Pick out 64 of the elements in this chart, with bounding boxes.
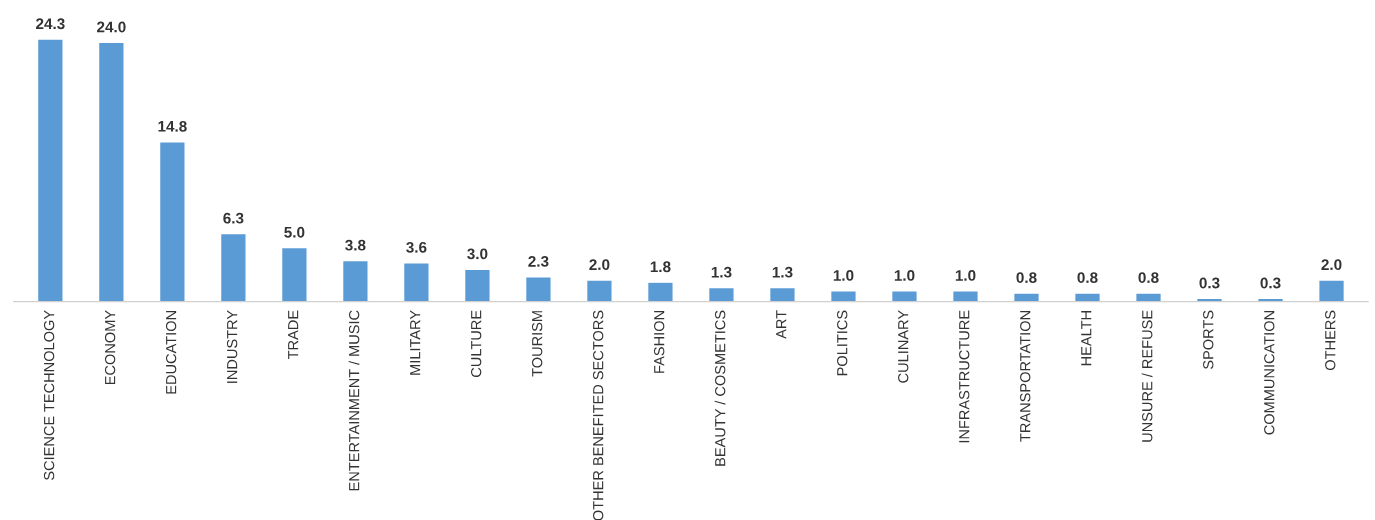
bar xyxy=(219,232,247,302)
x-tick-label: CULINARY xyxy=(898,310,909,383)
x-tick-label: TRANSPORTATION xyxy=(1020,311,1031,442)
x-tick-label: SPORTS xyxy=(1203,310,1214,369)
data-label: 1.3 xyxy=(711,266,732,278)
data-label: 0.8 xyxy=(1016,272,1037,283)
data-label: 14.8 xyxy=(158,120,187,132)
x-tick-label: INDUSTRY xyxy=(226,310,238,383)
x-tick-label: POLITICS xyxy=(837,310,848,376)
x-tick-label: OTHERS xyxy=(1325,310,1336,371)
x-tick-label: ENTERTAINMENT / MUSIC xyxy=(348,310,360,491)
data-label: 1.3 xyxy=(772,266,793,278)
bar xyxy=(890,290,918,302)
data-label: 24.3 xyxy=(36,18,65,30)
bar xyxy=(1134,292,1163,302)
bar xyxy=(524,276,552,302)
bar xyxy=(585,279,613,302)
data-label: 0.3 xyxy=(1260,277,1281,289)
x-tick-label: TOURISM xyxy=(532,311,543,377)
data-label: 6.3 xyxy=(223,212,244,224)
data-label: 2.0 xyxy=(1321,259,1342,271)
x-tick-label: TRADE xyxy=(288,310,299,360)
bar xyxy=(1012,292,1040,302)
data-label: 5.0 xyxy=(284,226,305,238)
bar xyxy=(97,41,125,302)
bar xyxy=(1318,279,1346,302)
data-label: 0.8 xyxy=(1077,272,1098,283)
x-tick-label: FASHION xyxy=(654,311,665,373)
data-label: 0.8 xyxy=(1138,272,1159,283)
data-label: 3.6 xyxy=(406,241,427,253)
x-tick-label: OTHER BENEFITED SECTORS xyxy=(593,310,604,520)
bar xyxy=(36,38,64,302)
bar xyxy=(951,290,979,302)
x-tick-label: UNSURE / REFUSE xyxy=(1141,310,1153,442)
x-tick-label: EDUCATION xyxy=(165,311,177,394)
data-label: 1.0 xyxy=(955,270,976,281)
x-tick-label: ART xyxy=(776,310,787,339)
bar xyxy=(341,259,369,302)
x-tick-label: SCIENCE TECHNOLOGY xyxy=(43,310,55,480)
x-tick-label: COMMUNICATION xyxy=(1264,311,1275,435)
x-tick-label: MILITARY xyxy=(410,310,421,375)
bar xyxy=(402,262,430,302)
bar xyxy=(646,281,674,302)
data-label: 1.0 xyxy=(894,270,915,281)
x-tick-label: HEALTH xyxy=(1081,311,1092,366)
data-label: 1.0 xyxy=(833,270,854,281)
bar xyxy=(463,268,491,302)
bar xyxy=(1073,292,1101,302)
data-label: 0.3 xyxy=(1199,277,1220,289)
data-label: 3.0 xyxy=(467,248,488,260)
x-tick-label: CULTURE xyxy=(471,310,482,377)
data-label: 2.0 xyxy=(589,259,610,271)
bar xyxy=(280,246,308,302)
x-tick-label: ECONOMY xyxy=(104,310,116,385)
x-tick-label: INFRASTRUCTURE xyxy=(959,310,970,443)
bar xyxy=(158,141,186,302)
bar xyxy=(768,286,796,302)
bar xyxy=(829,290,857,302)
x-tick-label: BEAUTY / COSMETICS xyxy=(714,310,726,466)
data-label: 24.0 xyxy=(97,21,126,33)
bar xyxy=(707,286,735,302)
data-label: 2.3 xyxy=(528,255,549,267)
data-label: 3.8 xyxy=(345,239,366,251)
data-label: 1.8 xyxy=(650,261,671,273)
